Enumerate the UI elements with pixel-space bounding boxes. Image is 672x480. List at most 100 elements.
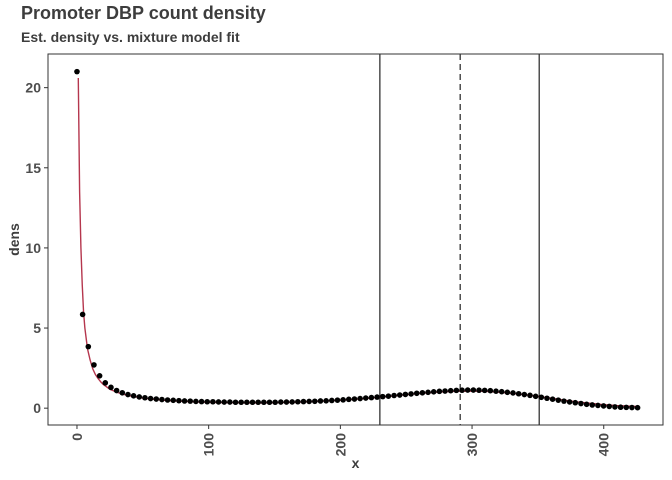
density-point [193, 398, 199, 405]
density-point [538, 394, 545, 401]
vertical-lines [379, 54, 540, 425]
density-point [493, 388, 499, 394]
density-point [555, 397, 562, 403]
x-tick-label: 300 [464, 433, 480, 457]
y-tick-label: 20 [25, 80, 41, 96]
density-point [504, 389, 511, 396]
density-point [215, 399, 222, 405]
x-tick-label: 0 [69, 433, 85, 441]
density-point [159, 396, 165, 403]
density-point [515, 390, 522, 397]
density-point [532, 393, 539, 400]
density-point [232, 399, 239, 406]
chart-title: Promoter DBP count density [21, 3, 266, 23]
density-point [600, 403, 607, 409]
mixture-fit-line [77, 78, 640, 408]
density-point [164, 397, 171, 403]
density-point [340, 397, 346, 403]
density-points [74, 68, 641, 411]
density-point [181, 398, 188, 404]
density-point [147, 395, 154, 402]
density-point [566, 399, 573, 405]
density-point [187, 398, 194, 404]
density-point [595, 402, 601, 409]
density-point [447, 387, 454, 394]
density-point [266, 399, 273, 406]
density-point [300, 398, 307, 405]
density-point [119, 389, 126, 396]
density-point [323, 398, 329, 404]
density-point [583, 401, 590, 408]
density-point [130, 393, 137, 399]
plot-panel-border [47, 53, 664, 426]
density-point [244, 399, 250, 406]
density-point [402, 391, 409, 398]
density-point [453, 387, 460, 394]
density-point [470, 387, 477, 393]
density-point [329, 397, 335, 404]
density-point [498, 388, 505, 395]
density-point [510, 390, 516, 396]
density-point [413, 390, 420, 397]
density-point [487, 387, 494, 394]
density-point [227, 399, 233, 405]
density-point [136, 394, 143, 400]
density-point [283, 399, 290, 405]
density-point [170, 397, 177, 404]
density-point [396, 392, 403, 398]
y-tick-label: 5 [33, 320, 41, 336]
density-point [317, 398, 324, 404]
density-point [476, 387, 482, 394]
density-point [391, 392, 397, 399]
density-point [204, 398, 211, 405]
y-tick-label: 0 [33, 400, 41, 416]
density-point [521, 391, 528, 398]
y-axis: 0 5 10 15 20 [25, 80, 48, 416]
density-point [312, 398, 318, 405]
y-axis-title: dens [6, 223, 22, 256]
density-point [102, 380, 109, 386]
density-point [612, 404, 618, 410]
y-tick-label: 15 [25, 160, 41, 176]
density-point [572, 399, 579, 406]
density-point [362, 395, 369, 401]
density-point [198, 398, 205, 405]
density-point [272, 399, 278, 406]
x-tick-label: 100 [201, 433, 217, 457]
density-point [249, 399, 256, 406]
density-point [561, 398, 567, 404]
density-point [221, 399, 227, 405]
x-tick-label: 200 [332, 433, 348, 457]
density-point [142, 394, 148, 401]
density-point [436, 388, 443, 395]
density-point [606, 403, 613, 410]
density-point [306, 398, 312, 405]
density-point [108, 384, 114, 391]
density-point [295, 398, 301, 405]
density-point [261, 399, 267, 406]
x-axis: 0 100 200 300 400 [69, 425, 612, 456]
density-point [351, 396, 358, 402]
density-point [357, 395, 363, 402]
density-point [176, 397, 182, 404]
density-point [544, 395, 550, 402]
chart-subtitle: Est. density vs. mixture model fit [21, 29, 240, 45]
density-point [629, 404, 635, 411]
density-point [379, 393, 386, 400]
density-point [74, 68, 80, 75]
density-point [527, 392, 533, 399]
density-point [85, 343, 92, 350]
density-point [255, 399, 261, 406]
density-point [634, 404, 641, 411]
x-tick-label: 400 [596, 433, 612, 457]
density-point [374, 394, 380, 400]
density-point [289, 399, 295, 405]
density-point [442, 388, 448, 394]
density-point [238, 399, 244, 406]
density-point [91, 362, 97, 368]
density-point [430, 389, 437, 395]
y-tick-label: 10 [25, 240, 41, 256]
density-point [210, 398, 216, 405]
density-point [96, 373, 103, 379]
